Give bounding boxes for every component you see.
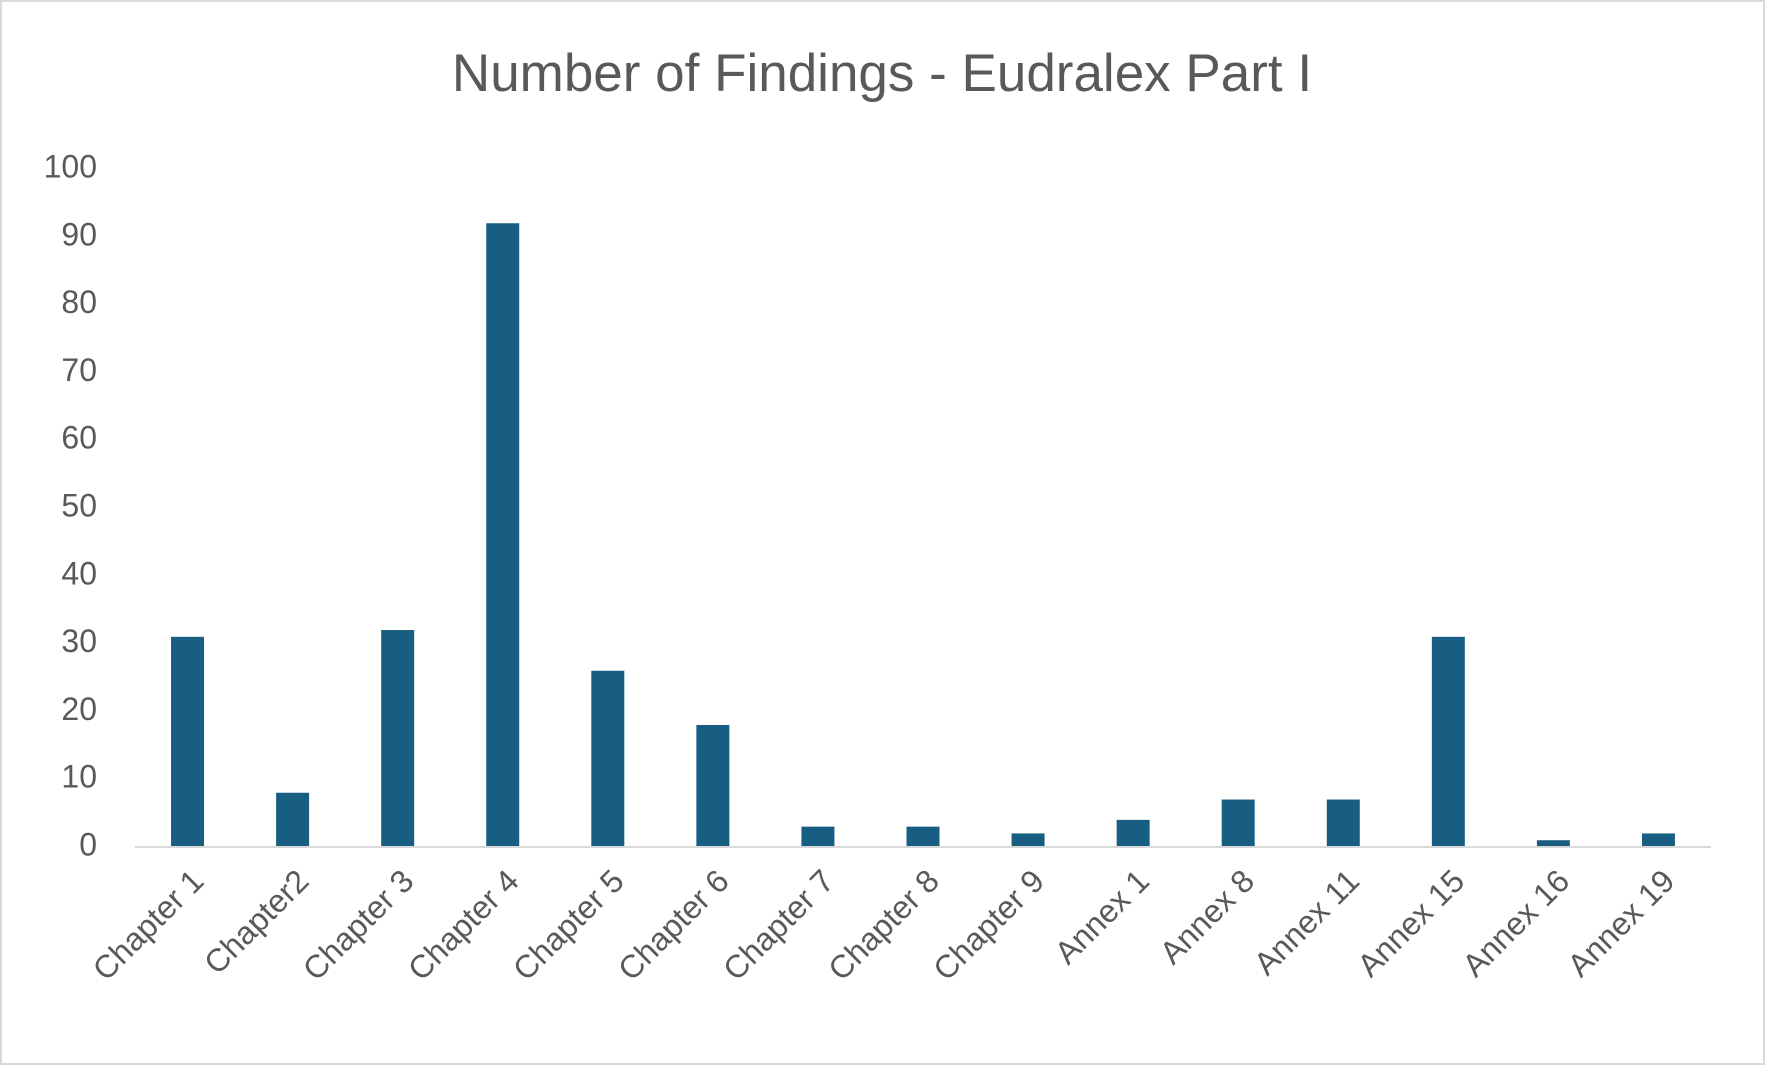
bar bbox=[1641, 833, 1675, 847]
y-tick-label: 100 bbox=[44, 148, 97, 184]
bar bbox=[486, 223, 520, 848]
bar bbox=[381, 630, 415, 847]
y-tick-label: 0 bbox=[79, 826, 97, 862]
bar bbox=[801, 826, 835, 847]
chart-title: Number of Findings - Eudralex Part I bbox=[452, 44, 1312, 103]
bar bbox=[906, 826, 940, 847]
bar bbox=[1431, 636, 1465, 847]
bar bbox=[1221, 799, 1255, 847]
y-tick-label: 30 bbox=[61, 623, 97, 659]
y-tick-label: 50 bbox=[61, 487, 97, 523]
y-tick-label: 80 bbox=[61, 284, 97, 320]
y-tick-label: 60 bbox=[61, 420, 97, 456]
y-tick-label: 70 bbox=[61, 352, 97, 388]
y-tick-label: 90 bbox=[61, 216, 97, 252]
bar bbox=[591, 670, 625, 847]
bar bbox=[1326, 799, 1360, 847]
y-tick-label: 20 bbox=[61, 691, 97, 727]
bar bbox=[171, 636, 205, 847]
bar bbox=[276, 792, 310, 847]
bar bbox=[1116, 819, 1150, 847]
y-tick-label: 40 bbox=[61, 555, 97, 591]
bar bbox=[696, 724, 730, 847]
bar bbox=[1011, 833, 1045, 847]
bar bbox=[1536, 840, 1570, 847]
y-tick-label: 10 bbox=[61, 759, 97, 795]
